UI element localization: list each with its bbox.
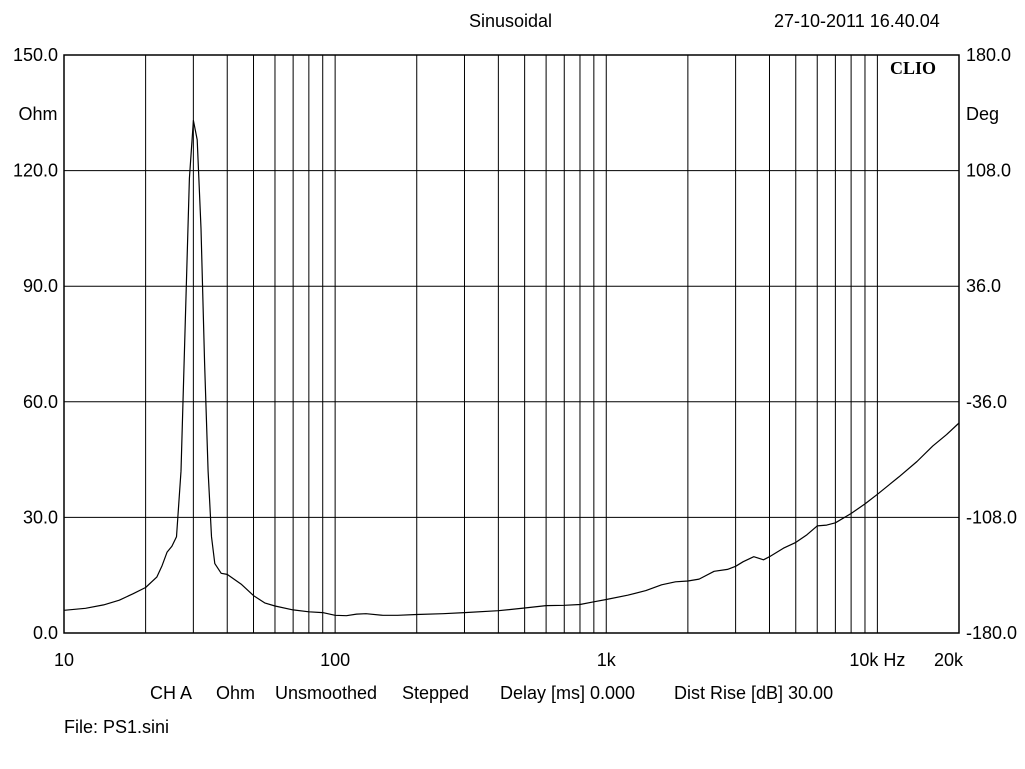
y-right-tick-label: 108.0 — [966, 161, 1011, 181]
x-tick-label: 20k — [934, 650, 964, 670]
y-right-tick-label: 180.0 — [966, 45, 1011, 65]
y-left-tick-label: 150.0 — [13, 45, 58, 65]
file-name: File: PS1.sini — [64, 717, 170, 737]
mode-label: Stepped — [402, 683, 470, 703]
y-right-tick-label: -36.0 — [966, 392, 1007, 412]
unit-label: Ohm — [216, 683, 256, 703]
dist-rise-label: Dist Rise [dB] 30.00 — [674, 683, 834, 703]
y-axis-right-unit: Deg — [966, 104, 999, 124]
y-left-tick-label: 120.0 — [13, 161, 58, 181]
x-tick-label: 1k — [597, 650, 617, 670]
y-left-tick-label: 60.0 — [23, 392, 58, 412]
impedance-series-line — [63, 119, 960, 617]
x-axis-ticks: 10 100 1k 10k Hz 20k — [54, 650, 964, 670]
clio-logo: CLIO — [890, 58, 936, 78]
y-left-tick-label: 30.0 — [23, 507, 58, 527]
y-axis-right-ticks: 180.0 108.0 36.0 -36.0 -108.0 -180.0 — [966, 45, 1017, 643]
x-tick-label: 10 — [54, 650, 74, 670]
y-left-tick-label: 90.0 — [23, 276, 58, 296]
y-axis-left-unit: Ohm — [18, 104, 57, 124]
smoothing-label: Unsmoothed — [275, 683, 378, 703]
x-tick-label: 10k Hz — [849, 650, 905, 670]
plot-frame — [63, 54, 960, 634]
delay-label: Delay [ms] 0.000 — [500, 683, 636, 703]
y-axis-left-ticks: 150.0 120.0 90.0 60.0 30.0 0.0 — [13, 45, 58, 643]
chart-title: Sinusoidal — [469, 11, 553, 31]
series-group — [63, 119, 960, 617]
y-right-tick-label: -180.0 — [966, 623, 1017, 643]
channel-label: CH A — [150, 683, 193, 703]
timestamp: 27-10-2011 16.40.04 — [774, 11, 940, 31]
y-right-tick-label: -108.0 — [966, 507, 1017, 527]
y-right-tick-label: 36.0 — [966, 276, 1001, 296]
chart-grid — [64, 55, 959, 633]
y-left-tick-label: 0.0 — [33, 623, 58, 643]
x-tick-label: 100 — [320, 650, 350, 670]
